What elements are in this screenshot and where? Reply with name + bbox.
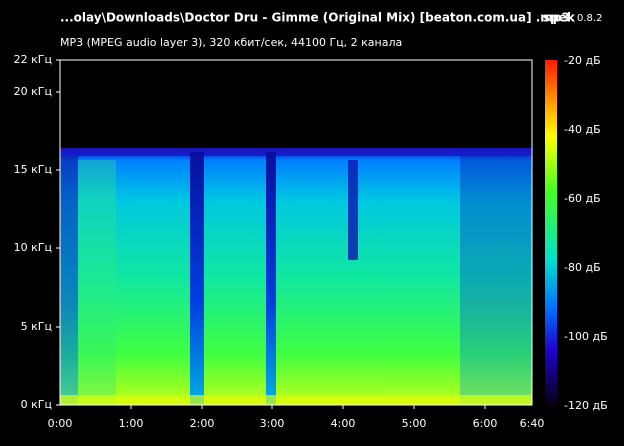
time-label: 0:00	[48, 417, 73, 430]
plot-frame	[59, 59, 533, 406]
time-label: 4:00	[331, 417, 356, 430]
level-colorbar	[545, 60, 557, 405]
audio-info: MP3 (MPEG audio layer 3), 320 кбит/сек, …	[60, 36, 402, 49]
time-label: 2:00	[190, 417, 215, 430]
freq-label: 5 кГц	[21, 320, 52, 333]
freq-label: 22 кГц	[14, 53, 52, 66]
time-label: 3:00	[260, 417, 285, 430]
time-label: 6:00	[473, 417, 498, 430]
level-label: -100 дБ	[564, 330, 608, 343]
freq-label: 0 кГц	[21, 398, 52, 411]
tick-marks	[56, 59, 486, 409]
level-label: -80 дБ	[564, 261, 601, 274]
freq-label: 20 кГц	[14, 85, 52, 98]
freq-label: 10 кГц	[14, 241, 52, 254]
time-label: 1:00	[119, 417, 144, 430]
app-name: spek	[543, 11, 576, 25]
level-label: -120 дБ	[564, 399, 608, 412]
time-label: 6:40	[520, 417, 545, 430]
level-label: -60 дБ	[564, 192, 601, 205]
freq-label: 15 кГц	[14, 163, 52, 176]
time-label: 5:00	[402, 417, 427, 430]
app-version: 0.8.2	[577, 13, 602, 24]
level-label: -20 дБ	[564, 54, 601, 67]
file-title: ...olay\Downloads\Doctor Dru - Gimme (Or…	[60, 11, 570, 25]
level-label: -40 дБ	[564, 123, 601, 136]
spectrogram	[60, 60, 532, 405]
